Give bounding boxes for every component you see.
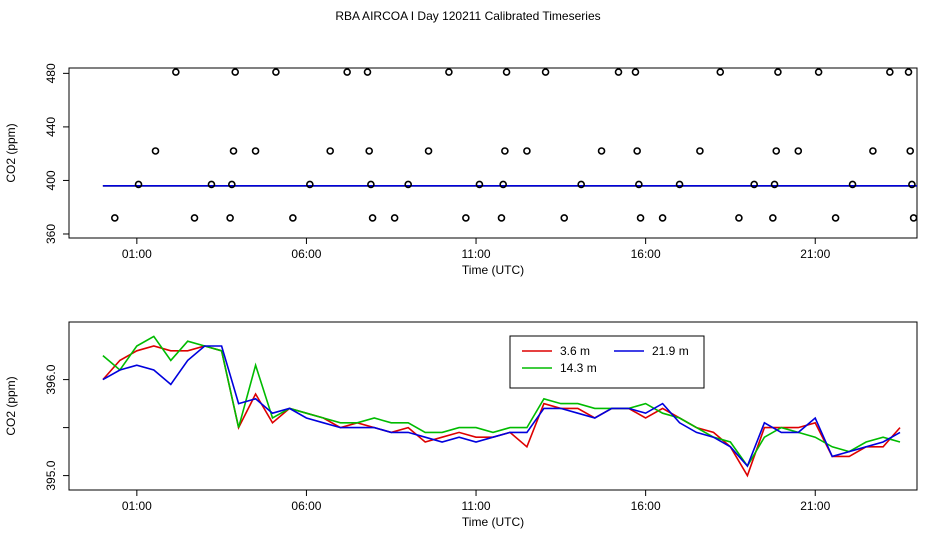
data-point	[424, 147, 433, 155]
data-point	[326, 147, 334, 155]
data-point	[497, 214, 506, 222]
bottom-panel: 01:00 06:00 11:00 16:00 21:00 Time (UTC) 395.0…	[4, 321, 918, 529]
data-point	[251, 147, 260, 155]
data-point	[134, 180, 143, 189]
legend-label: 14.3 m	[560, 361, 597, 375]
data-point	[614, 68, 623, 76]
series-line	[102, 345, 901, 468]
legend: 3.6 m 14.3 m 21.9 m	[509, 335, 705, 389]
x-tick-label: 21:00	[800, 247, 830, 261]
data-point	[814, 68, 823, 76]
data-point	[501, 147, 509, 155]
data-point	[908, 180, 916, 189]
data-point	[909, 214, 918, 222]
data-point	[475, 180, 484, 189]
data-point	[597, 147, 606, 155]
data-point	[635, 180, 643, 189]
x-axis-label: Time (UTC)	[462, 263, 524, 277]
x-tick-label: 01:00	[122, 247, 152, 261]
plot-frame	[68, 321, 918, 491]
data-point	[151, 147, 160, 155]
data-point	[207, 180, 216, 189]
data-point	[633, 147, 641, 155]
data-point	[343, 68, 351, 76]
data-point	[462, 214, 470, 222]
data-point	[404, 180, 413, 189]
x-tick-label: 06:00	[291, 247, 321, 261]
y-axis-label: CO2 (ppm)	[4, 376, 18, 435]
y-tick-label: 360	[44, 224, 58, 244]
data-point	[541, 68, 550, 76]
data-point	[869, 147, 877, 155]
data-point	[577, 180, 585, 189]
data-point	[848, 180, 857, 189]
data-point	[228, 180, 236, 189]
data-point	[904, 68, 913, 76]
y-axis-label: CO2 (ppm)	[4, 123, 18, 182]
data-point	[368, 214, 377, 222]
data-point	[675, 180, 684, 189]
y-tick-label: 440	[44, 117, 58, 137]
data-point	[750, 180, 758, 189]
data-point	[658, 214, 667, 222]
data-point	[390, 214, 399, 222]
data-point	[772, 147, 781, 155]
x-tick-label: 21:00	[800, 499, 830, 513]
legend-box	[509, 335, 705, 389]
data-point	[172, 68, 180, 76]
data-point	[231, 68, 240, 76]
y-tick-label: 396.0	[44, 364, 58, 394]
data-point	[190, 214, 199, 222]
data-point	[499, 180, 507, 189]
data-point	[770, 180, 779, 189]
data-point	[445, 68, 453, 76]
data-point	[631, 68, 640, 76]
data-point	[560, 214, 569, 222]
figure-title: RBA AIRCOA I Day 120211 Calibrated Times…	[335, 9, 601, 23]
x-tick-label: 16:00	[631, 499, 661, 513]
data-point	[794, 147, 803, 155]
series-line	[102, 345, 901, 478]
x-tick-label: 11:00	[461, 499, 490, 513]
x-tick-label: 16:00	[631, 247, 661, 261]
data-point	[769, 214, 777, 222]
data-point	[716, 68, 725, 76]
data-point	[523, 147, 531, 155]
data-point	[289, 214, 297, 222]
data-point	[365, 147, 373, 155]
data-point	[306, 180, 314, 189]
data-point	[363, 68, 372, 76]
data-point	[226, 214, 234, 222]
y-tick-label: 395.0	[44, 460, 58, 490]
data-point	[272, 68, 280, 76]
legend-label: 21.9 m	[652, 344, 689, 358]
data-point	[831, 214, 840, 222]
data-point	[367, 180, 375, 189]
x-tick-label: 06:00	[291, 499, 321, 513]
top-panel: 01:00 06:00 11:00 16:00 21:00 Time (UTC) 360 40…	[4, 63, 918, 277]
data-point	[110, 214, 119, 222]
x-tick-label: 01:00	[122, 499, 152, 513]
y-tick-label: 480	[44, 63, 58, 83]
x-tick-label: 11:00	[461, 247, 490, 261]
legend-label: 3.6 m	[560, 344, 590, 358]
y-tick-label: 400	[44, 170, 58, 190]
x-axis-label: Time (UTC)	[462, 515, 524, 529]
data-point	[696, 147, 704, 155]
plot-frame	[68, 67, 918, 239]
data-point	[735, 214, 743, 222]
series-line	[102, 335, 901, 468]
data-point	[229, 147, 238, 155]
data-point	[774, 68, 782, 76]
data-point	[502, 68, 511, 76]
data-point	[636, 214, 645, 222]
data-point	[906, 147, 915, 155]
data-point	[886, 68, 894, 76]
